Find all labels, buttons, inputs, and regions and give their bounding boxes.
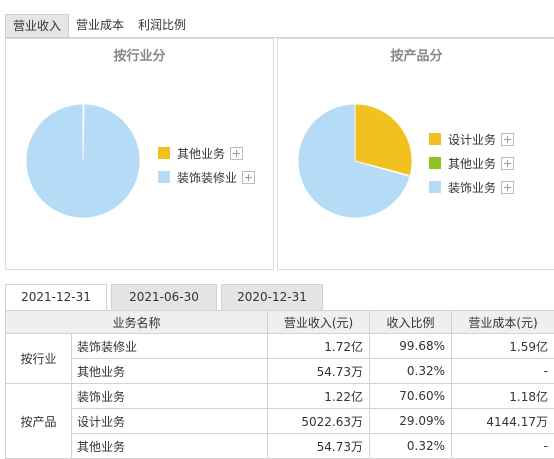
legend-item-other: 其他业务 <box>429 151 514 175</box>
legend-item-decoration: 装饰装修业 <box>158 165 255 189</box>
row-cost: 4144.17万 <box>452 409 554 434</box>
row-ratio: 99.68% <box>370 334 452 359</box>
legend-item-other: 其他业务 <box>158 141 255 165</box>
legend-swatch <box>429 133 441 145</box>
row-cost: - <box>452 359 554 384</box>
legend-label: 其他业务 <box>177 145 225 162</box>
row-ratio: 0.32% <box>370 359 452 384</box>
legend-swatch <box>429 181 441 193</box>
date-tab-2021-06-30[interactable]: 2021-06-30 <box>111 284 217 310</box>
header-revenue: 营业收入(元) <box>268 311 370 334</box>
row-ratio: 0.32% <box>370 434 452 459</box>
row-name: 设计业务 <box>72 409 268 434</box>
table-row: 按产品 装饰业务 1.22亿 70.60% 1.18亿 <box>6 384 554 409</box>
legend-item-decoration: 装饰业务 <box>429 175 514 199</box>
tab-cost[interactable]: 营业成本 <box>69 14 131 37</box>
expand-plus-icon[interactable] <box>501 133 514 146</box>
header-ratio: 收入比例 <box>370 311 452 334</box>
row-revenue: 5022.63万 <box>268 409 370 434</box>
pie-slice-1[interactable] <box>26 104 140 218</box>
group-label-industry: 按行业 <box>6 334 72 384</box>
expand-plus-icon[interactable] <box>501 157 514 170</box>
table-row: 其他业务 54.73万 0.32% - <box>6 359 554 384</box>
date-tab-2021-12-31[interactable]: 2021-12-31 <box>5 284 107 310</box>
row-name: 装饰业务 <box>72 384 268 409</box>
row-ratio: 70.60% <box>370 384 452 409</box>
row-cost: - <box>452 434 554 459</box>
tab-revenue[interactable]: 营业收入 <box>5 14 69 38</box>
row-ratio: 29.09% <box>370 409 452 434</box>
table-row: 设计业务 5022.63万 29.09% 4144.17万 <box>6 409 554 434</box>
legend-label: 设计业务 <box>448 131 496 148</box>
tab-profit-ratio[interactable]: 利润比例 <box>131 14 193 37</box>
legend-label: 装饰业务 <box>448 179 496 196</box>
product-legend: 设计业务 其他业务 装饰业务 <box>429 127 514 199</box>
row-name: 其他业务 <box>72 434 268 459</box>
date-tab-bar: 2021-12-31 2021-06-30 2020-12-31 <box>5 284 327 310</box>
legend-swatch <box>429 157 441 169</box>
industry-legend: 其他业务 装饰装修业 <box>158 141 255 189</box>
legend-swatch <box>158 147 170 159</box>
row-name: 其他业务 <box>72 359 268 384</box>
legend-swatch <box>158 171 170 183</box>
table-row: 其他业务 54.73万 0.32% - <box>6 434 554 459</box>
row-revenue: 1.22亿 <box>268 384 370 409</box>
header-business-name: 业务名称 <box>6 311 268 334</box>
row-revenue: 54.73万 <box>268 434 370 459</box>
expand-plus-icon[interactable] <box>501 181 514 194</box>
product-chart-panel: 按产品分 设计业务 其他业务 装饰业务 <box>277 38 554 270</box>
row-revenue: 1.72亿 <box>268 334 370 359</box>
table-row: 按行业 装饰装修业 1.72亿 99.68% 1.59亿 <box>6 334 554 359</box>
table-header-row: 业务名称 营业收入(元) 收入比例 营业成本(元) <box>6 311 554 334</box>
legend-label: 装饰装修业 <box>177 169 237 186</box>
expand-plus-icon[interactable] <box>230 147 243 160</box>
expand-plus-icon[interactable] <box>242 171 255 184</box>
date-tab-2020-12-31[interactable]: 2020-12-31 <box>221 284 323 310</box>
row-name: 装饰装修业 <box>72 334 268 359</box>
group-label-product: 按产品 <box>6 384 72 459</box>
top-tab-bar: 营业收入 营业成本 利润比例 <box>5 14 193 38</box>
legend-label: 其他业务 <box>448 155 496 172</box>
industry-chart-panel: 按行业分 其他业务 装饰装修业 <box>5 38 274 270</box>
revenue-table: 业务名称 营业收入(元) 收入比例 营业成本(元) 按行业 装饰装修业 1.72… <box>5 310 554 459</box>
legend-item-design: 设计业务 <box>429 127 514 151</box>
header-cost: 营业成本(元) <box>452 311 554 334</box>
row-cost: 1.18亿 <box>452 384 554 409</box>
row-cost: 1.59亿 <box>452 334 554 359</box>
row-revenue: 54.73万 <box>268 359 370 384</box>
